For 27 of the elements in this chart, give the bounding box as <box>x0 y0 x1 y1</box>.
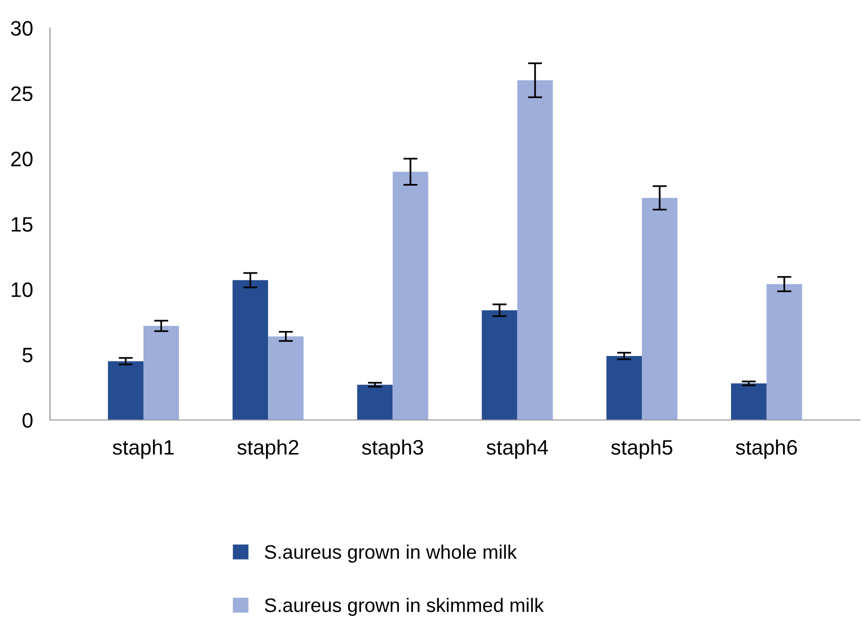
bar <box>232 280 268 420</box>
bar <box>517 80 553 420</box>
x-tick-label: staph4 <box>486 439 548 459</box>
bar <box>108 361 144 420</box>
y-tick-label: 20 <box>11 152 33 166</box>
bar <box>606 356 642 420</box>
bar <box>482 310 518 420</box>
bar <box>642 198 678 420</box>
y-tick-label: 25 <box>11 86 32 102</box>
y-tick-label: 30 <box>10 21 33 36</box>
bar <box>766 284 802 420</box>
x-tick-label: staph2 <box>237 439 298 459</box>
y-tick-label: 0 <box>22 413 33 428</box>
bar <box>268 336 304 420</box>
x-tick-label: staph3 <box>362 439 424 459</box>
bar <box>731 383 767 420</box>
bar <box>143 326 179 420</box>
x-tick-label: staph6 <box>736 439 797 459</box>
legend-label: S.aureus grown in skimmed milk <box>264 598 544 616</box>
x-tick-label: staph5 <box>611 439 672 459</box>
x-tick-label: staph1 <box>112 439 174 459</box>
legend-label: S.aureus grown in whole milk <box>264 544 517 563</box>
y-tick-label: 10 <box>12 282 33 298</box>
bar <box>357 384 393 420</box>
y-tick-label: 15 <box>12 217 32 232</box>
y-tick-label: 5 <box>22 348 32 362</box>
bar <box>392 172 428 420</box>
